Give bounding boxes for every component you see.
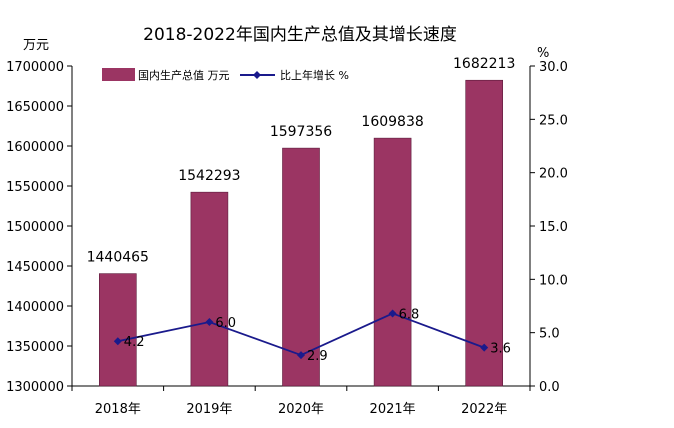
left-tick-label: 1450000: [6, 260, 64, 275]
x-tick-label: 2020年: [278, 402, 324, 417]
growth-value-label: 2.9: [307, 349, 328, 364]
x-tick-label: 2019年: [186, 402, 232, 417]
growth-point: [297, 351, 305, 360]
left-tick-label: 1650000: [6, 100, 64, 115]
gdp-bar: [190, 191, 229, 387]
growth-value-label: 6.8: [399, 307, 420, 322]
left-tick-label: 1700000: [6, 60, 64, 75]
x-tick-label: 2022年: [461, 402, 507, 417]
growth-point: [388, 309, 397, 318]
left-tick-label: 1350000: [6, 340, 64, 355]
legend-bar-label: 国内生产总值 万元: [138, 68, 230, 82]
x-tick-label: 2021年: [370, 402, 416, 417]
legend-bar-swatch: [102, 68, 135, 81]
growth-value-label: 3.6: [490, 342, 511, 357]
right-tick-label: 10.0: [539, 273, 568, 288]
growth-value-label: 6.0: [215, 316, 236, 331]
left-tick-label: 1550000: [6, 180, 64, 195]
right-tick-label: 5.0: [539, 327, 560, 342]
legend: 国内生产总值 万元 比上年增长 %: [102, 68, 349, 82]
growth-point: [113, 337, 122, 346]
right-tick-label: 20.0: [539, 167, 568, 182]
growth-point: [205, 318, 214, 326]
growth-point: [480, 343, 489, 352]
growth-value-label: 4.2: [124, 335, 145, 350]
left-tick-label: 1600000: [6, 140, 64, 155]
right-tick-label: 30.0: [539, 60, 568, 75]
left-tick-label: 1300000: [6, 380, 64, 395]
legend-line-label: 比上年增长 %: [280, 68, 349, 82]
bar-value-label: 1597356: [270, 124, 332, 140]
right-axis-unit: %: [537, 46, 549, 61]
legend-line-marker: [253, 71, 261, 79]
bar-value-label: 1682213: [453, 56, 515, 72]
axes: 1300000 1350000 1400000 1450000 1500000 15500…: [6, 60, 568, 417]
bar-value-label: 1440465: [87, 250, 149, 266]
left-tick-label: 1400000: [6, 300, 64, 315]
data-labels: 1440465 1542293 1597356 1609838 1682213 4.2 6.…: [87, 56, 516, 364]
x-tick-label: 2018年: [95, 402, 141, 417]
chart-title: 2018-2022年国内生产总值及其增长速度: [143, 25, 457, 45]
bar-value-label: 1542293: [178, 168, 240, 184]
gdp-bar: [282, 147, 320, 387]
right-tick-label: 0.0: [539, 380, 560, 395]
left-tick-label: 1500000: [6, 220, 64, 235]
gdp-bar: [99, 273, 137, 387]
right-tick-label: 15.0: [539, 220, 568, 235]
right-tick-label: 25.0: [539, 113, 568, 128]
bar-value-label: 1609838: [361, 114, 423, 130]
gdp-bar: [465, 79, 504, 387]
left-axis-unit: 万元: [23, 38, 49, 53]
growth-line: [113, 309, 489, 360]
gdp-bar: [373, 137, 412, 387]
bars: [99, 79, 504, 387]
